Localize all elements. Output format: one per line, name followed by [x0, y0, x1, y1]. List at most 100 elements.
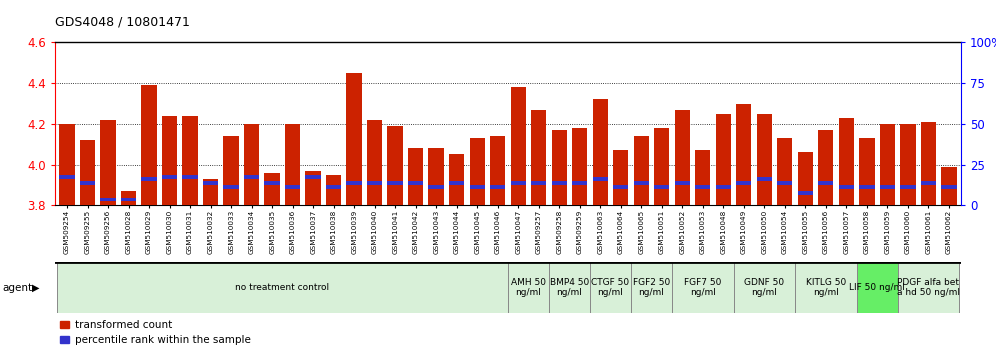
Bar	[695, 185, 710, 189]
Bar	[590, 262, 631, 313]
Bar	[757, 177, 772, 181]
Bar	[57, 262, 508, 313]
Bar	[633, 136, 649, 205]
Bar	[162, 175, 177, 179]
Bar	[715, 114, 731, 205]
Bar	[469, 138, 485, 205]
Bar	[408, 148, 423, 205]
Bar	[839, 185, 854, 189]
Bar	[593, 177, 608, 181]
Bar	[101, 120, 116, 205]
Bar	[818, 130, 834, 205]
Bar	[203, 181, 218, 185]
Bar	[449, 181, 464, 185]
Text: ▶: ▶	[32, 282, 40, 293]
Text: KITLG 50
ng/ml: KITLG 50 ng/ml	[806, 278, 846, 297]
Bar	[879, 185, 895, 189]
Bar	[182, 175, 198, 179]
Bar	[60, 124, 75, 205]
Text: CTGF 50
ng/ml: CTGF 50 ng/ml	[592, 278, 629, 297]
Bar	[879, 124, 895, 205]
Bar	[531, 181, 547, 185]
Bar	[182, 116, 198, 205]
Bar	[223, 136, 239, 205]
Bar	[490, 185, 505, 189]
Bar	[121, 198, 136, 201]
Bar	[80, 140, 96, 205]
Bar	[162, 116, 177, 205]
Bar	[101, 198, 116, 201]
Text: BMP4 50
ng/ml: BMP4 50 ng/ml	[550, 278, 589, 297]
Bar	[572, 181, 588, 185]
Bar	[552, 181, 567, 185]
Text: FGF2 50
ng/ml: FGF2 50 ng/ml	[632, 278, 670, 297]
Bar	[121, 191, 136, 205]
Bar	[265, 173, 280, 205]
Bar	[941, 185, 956, 189]
Bar	[469, 185, 485, 189]
Bar	[654, 185, 669, 189]
Text: agent: agent	[2, 282, 32, 293]
Bar	[736, 181, 751, 185]
Bar	[326, 175, 342, 205]
Bar	[777, 138, 793, 205]
Bar	[387, 181, 402, 185]
Bar	[631, 262, 672, 313]
Bar	[285, 185, 301, 189]
Text: no treatment control: no treatment control	[235, 283, 330, 292]
Bar	[549, 262, 590, 313]
Bar	[80, 181, 96, 185]
Bar	[715, 185, 731, 189]
Bar	[347, 73, 362, 205]
Bar	[736, 103, 751, 205]
Bar	[920, 181, 936, 185]
Bar	[511, 181, 526, 185]
Bar	[531, 110, 547, 205]
Bar	[306, 171, 321, 205]
Text: FGF7 50
ng/ml: FGF7 50 ng/ml	[684, 278, 721, 297]
Bar	[367, 181, 382, 185]
Text: GDS4048 / 10801471: GDS4048 / 10801471	[55, 16, 189, 29]
Bar	[900, 124, 915, 205]
Bar	[60, 175, 75, 179]
Bar	[860, 138, 874, 205]
Bar	[490, 136, 505, 205]
Bar	[818, 181, 834, 185]
Bar	[367, 120, 382, 205]
Bar	[920, 122, 936, 205]
Bar	[614, 150, 628, 205]
Bar	[265, 181, 280, 185]
Bar	[449, 154, 464, 205]
Bar	[572, 128, 588, 205]
Bar	[695, 150, 710, 205]
Bar	[674, 181, 690, 185]
Text: GDNF 50
ng/ml: GDNF 50 ng/ml	[744, 278, 784, 297]
Bar	[244, 124, 259, 205]
Bar	[795, 262, 857, 313]
Bar	[798, 152, 813, 205]
Bar	[593, 99, 608, 205]
Bar	[141, 177, 156, 181]
Bar	[798, 192, 813, 195]
Bar	[757, 114, 772, 205]
Bar	[941, 167, 956, 205]
Bar	[777, 181, 793, 185]
Bar	[857, 262, 897, 313]
Bar	[614, 185, 628, 189]
Bar	[347, 181, 362, 185]
Bar	[511, 87, 526, 205]
Bar	[900, 185, 915, 189]
Bar	[223, 185, 239, 189]
Bar	[733, 262, 795, 313]
Bar	[860, 185, 874, 189]
Bar	[387, 126, 402, 205]
Bar	[306, 175, 321, 179]
Text: PDGF alfa bet
a hd 50 ng/ml: PDGF alfa bet a hd 50 ng/ml	[896, 278, 960, 297]
Bar	[141, 85, 156, 205]
Bar	[839, 118, 854, 205]
Bar	[633, 181, 649, 185]
Bar	[897, 262, 959, 313]
Legend: transformed count, percentile rank within the sample: transformed count, percentile rank withi…	[60, 320, 250, 345]
Bar	[326, 185, 342, 189]
Bar	[552, 130, 567, 205]
